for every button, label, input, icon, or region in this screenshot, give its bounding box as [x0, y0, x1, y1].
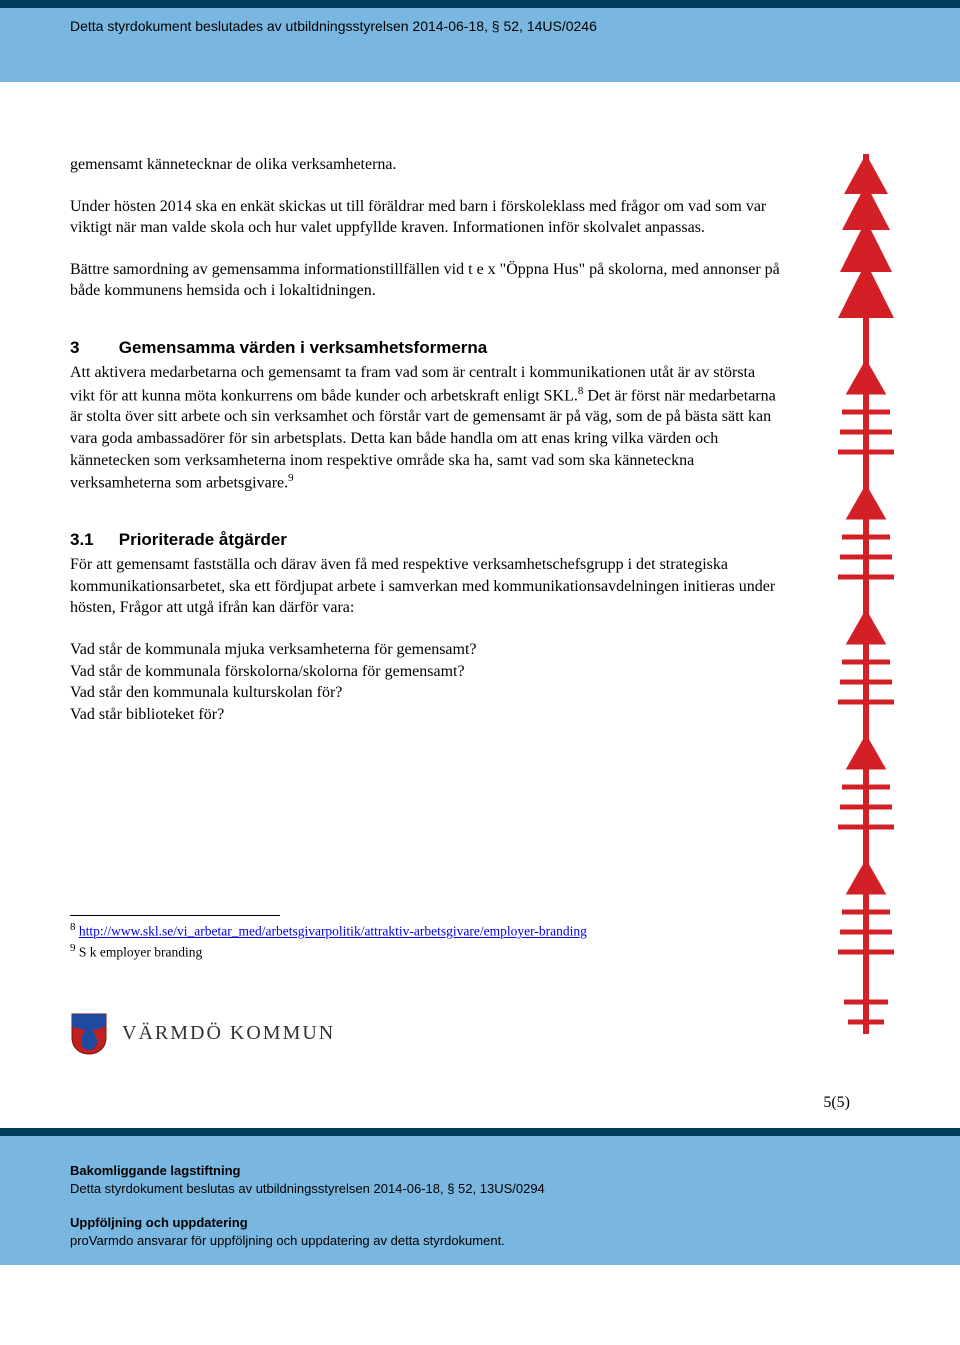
footer-block-1-text: Detta styrdokument beslutas av utbildnin…	[70, 1180, 890, 1198]
footer-block-2-title: Uppföljning och uppdatering	[70, 1214, 890, 1232]
footer-top-bar	[0, 1128, 960, 1136]
section-title: Gemensamma värden i verksamhetsformerna	[119, 338, 488, 357]
footer-block-2-text: proVarmdo ansvarar för uppföljning och u…	[70, 1232, 890, 1250]
footer-block-1-title: Bakomliggande lagstiftning	[70, 1162, 890, 1180]
header-banner: Detta styrdokument beslutades av utbildn…	[0, 8, 960, 82]
footnote-divider	[70, 915, 280, 916]
question-item: Vad står biblioteket för?	[70, 704, 780, 726]
footnote-9: 9 S k employer branding	[70, 941, 780, 962]
logo-text: Värmdö kommun	[122, 1022, 335, 1045]
section-3-1-heading: 3.1 Prioriterade åtgärder	[70, 530, 780, 550]
footer-block-1: Bakomliggande lagstiftning Detta styrdok…	[70, 1162, 890, 1198]
question-item: Vad står de kommunala mjuka verksamheter…	[70, 639, 780, 661]
section-number: 3	[70, 338, 114, 358]
question-item: Vad står den kommunala kulturskolan för?	[70, 682, 780, 704]
question-item: Vad står de kommunala förskolorna/skolor…	[70, 661, 780, 683]
footer-block-2: Uppföljning och uppdatering proVarmdo an…	[70, 1214, 890, 1250]
footnote-8: 8 http://www.skl.se/vi_arbetar_med/arbet…	[70, 920, 780, 941]
footnote-8-link[interactable]: http://www.skl.se/vi_arbetar_med/arbetsg…	[79, 924, 587, 939]
paragraph: gemensamt kännetecknar de olika verksamh…	[70, 154, 780, 176]
footnote-ref-9: 9	[288, 472, 294, 484]
question-list: Vad står de kommunala mjuka verksamheter…	[70, 639, 780, 725]
side-tree-decor	[834, 154, 898, 1034]
paragraph: Bättre samordning av gemensamma informat…	[70, 259, 780, 302]
section-number: 3.1	[70, 530, 114, 550]
header-text: Detta styrdokument beslutades av utbildn…	[70, 18, 597, 34]
main-content: gemensamt kännetecknar de olika verksamh…	[0, 82, 960, 962]
section-3-heading: 3 Gemensamma värden i verksamhetsformern…	[70, 338, 780, 358]
section-title: Prioriterade åtgärder	[119, 530, 287, 549]
logo-row: Värmdö kommun	[0, 1012, 960, 1056]
section-3-text: Att aktivera medarbetarna och gemensamt …	[70, 362, 780, 494]
page-number: 5(5)	[0, 1094, 960, 1112]
paragraph: Under hösten 2014 ska en enkät skickas u…	[70, 196, 780, 239]
section-3-1-text: För att gemensamt fastställa och därav ä…	[70, 554, 780, 619]
top-bar	[0, 0, 960, 8]
footer-banner: Bakomliggande lagstiftning Detta styrdok…	[0, 1136, 960, 1265]
shield-icon	[70, 1012, 108, 1056]
